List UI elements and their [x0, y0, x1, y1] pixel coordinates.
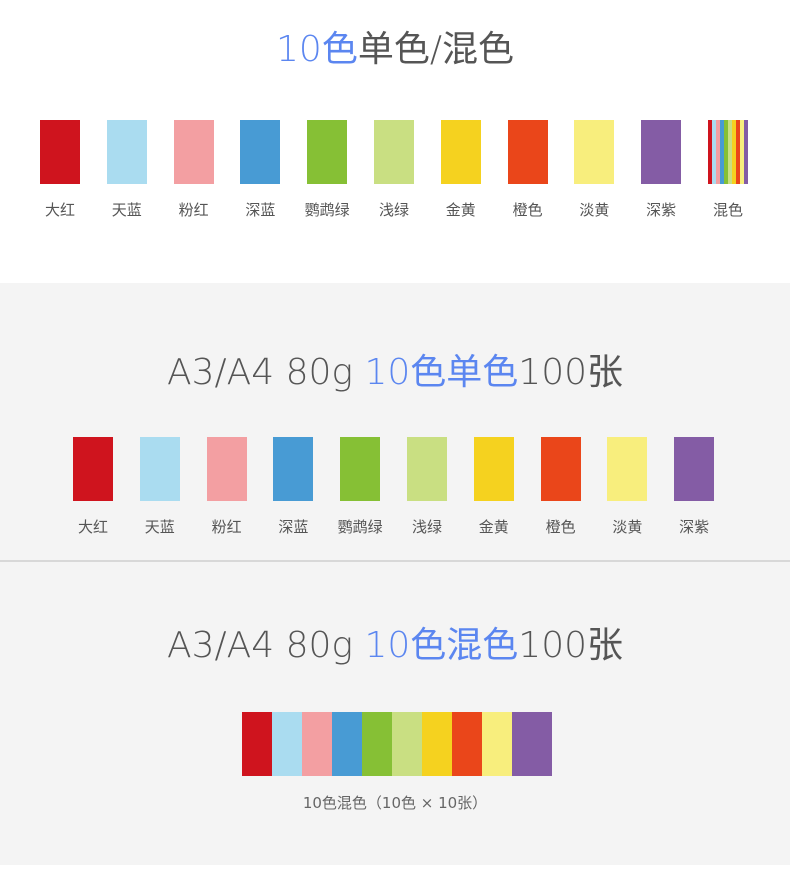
color-label: 深紫 — [646, 201, 677, 219]
title-highlight: 10色单色 — [364, 352, 519, 393]
stripe — [724, 120, 728, 184]
color-swatch — [440, 120, 481, 184]
color-label: 鹦鹉绿 — [304, 201, 350, 219]
color-label: 混色 — [712, 201, 743, 219]
color-label: 深蓝 — [278, 518, 309, 536]
color-swatch — [540, 437, 581, 501]
color-label: 深蓝 — [245, 201, 276, 219]
stripe — [732, 120, 736, 184]
mixed-color-strip — [242, 712, 552, 776]
strip-segment — [302, 712, 332, 776]
stripe — [708, 120, 712, 184]
color-swatch — [574, 120, 615, 184]
color-swatch — [607, 437, 648, 501]
title-text: 单色/混色 — [357, 29, 514, 70]
color-swatch — [73, 437, 113, 501]
section-title: A3/A4 80g 10色单色100张 — [0, 343, 790, 395]
stripe — [716, 120, 720, 184]
color-label: 淡黄 — [579, 201, 610, 219]
strip-segment — [332, 712, 362, 776]
color-label: 金黄 — [478, 518, 509, 536]
mixed-color-section: A3/A4 80g 10色混色100张 10色混色（10色 × 10张） — [0, 562, 790, 865]
color-swatch — [206, 437, 247, 501]
color-label: 粉红 — [211, 518, 242, 536]
mixed-swatch — [708, 120, 748, 184]
stripe — [744, 120, 748, 184]
title-text: A3/A4 80g — [166, 625, 365, 666]
color-label: 浅绿 — [411, 518, 442, 536]
title-text: A3/A4 80g — [166, 352, 365, 393]
color-label: 橙色 — [545, 518, 576, 536]
color-swatch — [374, 120, 414, 184]
stripe — [736, 120, 740, 184]
mixed-caption: 10色混色（10色 × 10张） — [302, 794, 488, 812]
color-swatch — [340, 437, 381, 501]
color-swatch — [240, 120, 281, 184]
single-color-section: A3/A4 80g 10色单色100张 大红 天蓝 粉红 深蓝 鹦鹉绿 浅绿 金黄 橙色 淡黄 深… — [0, 283, 790, 560]
section-title: A3/A4 80g 10色混色100张 — [0, 616, 790, 668]
title-text: 100张 — [518, 625, 624, 666]
stripe — [720, 120, 724, 184]
overview-section: 10色单色/混色 大红 天蓝 粉红 深蓝 鹦鹉绿 浅绿 金黄 橙色 淡黄 深紫 混色 — [0, 0, 790, 283]
color-swatch — [173, 120, 214, 184]
color-swatch — [407, 437, 447, 501]
title-highlight: 10色混色 — [364, 625, 519, 666]
color-swatch — [641, 120, 682, 184]
stripe — [728, 120, 732, 184]
divider — [0, 560, 790, 562]
color-swatch — [307, 120, 348, 184]
color-swatch — [507, 120, 548, 184]
strip-segment — [272, 712, 302, 776]
title-text: 100张 — [518, 352, 624, 393]
strip-segment — [362, 712, 392, 776]
color-label: 金黄 — [445, 201, 476, 219]
stripe — [712, 120, 716, 184]
strip-segment — [392, 712, 422, 776]
strip-segment — [482, 712, 512, 776]
stripe — [740, 120, 744, 184]
color-swatch — [273, 437, 314, 501]
color-swatch — [139, 437, 180, 501]
section-title: 10色单色/混色 — [0, 20, 790, 72]
strip-segment — [512, 712, 552, 776]
color-label: 大红 — [77, 518, 108, 536]
color-label: 天蓝 — [111, 201, 142, 219]
title-highlight: 10色 — [276, 29, 358, 70]
strip-segment — [452, 712, 482, 776]
strip-segment — [422, 712, 452, 776]
color-swatch — [674, 437, 715, 501]
color-label: 大红 — [44, 201, 75, 219]
color-label: 深紫 — [679, 518, 710, 536]
color-label: 鹦鹉绿 — [337, 518, 383, 536]
color-swatch — [473, 437, 514, 501]
color-label: 橙色 — [512, 201, 543, 219]
color-label: 淡黄 — [612, 518, 643, 536]
color-label: 浅绿 — [378, 201, 409, 219]
color-swatch — [40, 120, 80, 184]
color-label: 天蓝 — [144, 518, 175, 536]
color-swatch — [106, 120, 147, 184]
strip-segment — [242, 712, 272, 776]
color-label: 粉红 — [178, 201, 209, 219]
